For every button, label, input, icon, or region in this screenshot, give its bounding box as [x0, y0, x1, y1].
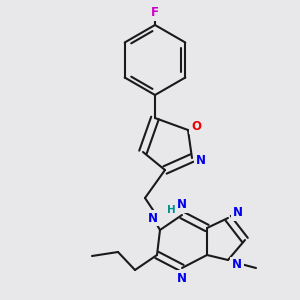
Text: N: N [232, 259, 242, 272]
Text: N: N [196, 154, 206, 166]
Text: H: H [167, 205, 176, 215]
Text: N: N [177, 199, 187, 212]
Text: N: N [148, 212, 158, 224]
Text: N: N [177, 272, 187, 284]
Text: N: N [233, 206, 243, 220]
Text: F: F [151, 7, 159, 20]
Text: O: O [191, 119, 201, 133]
